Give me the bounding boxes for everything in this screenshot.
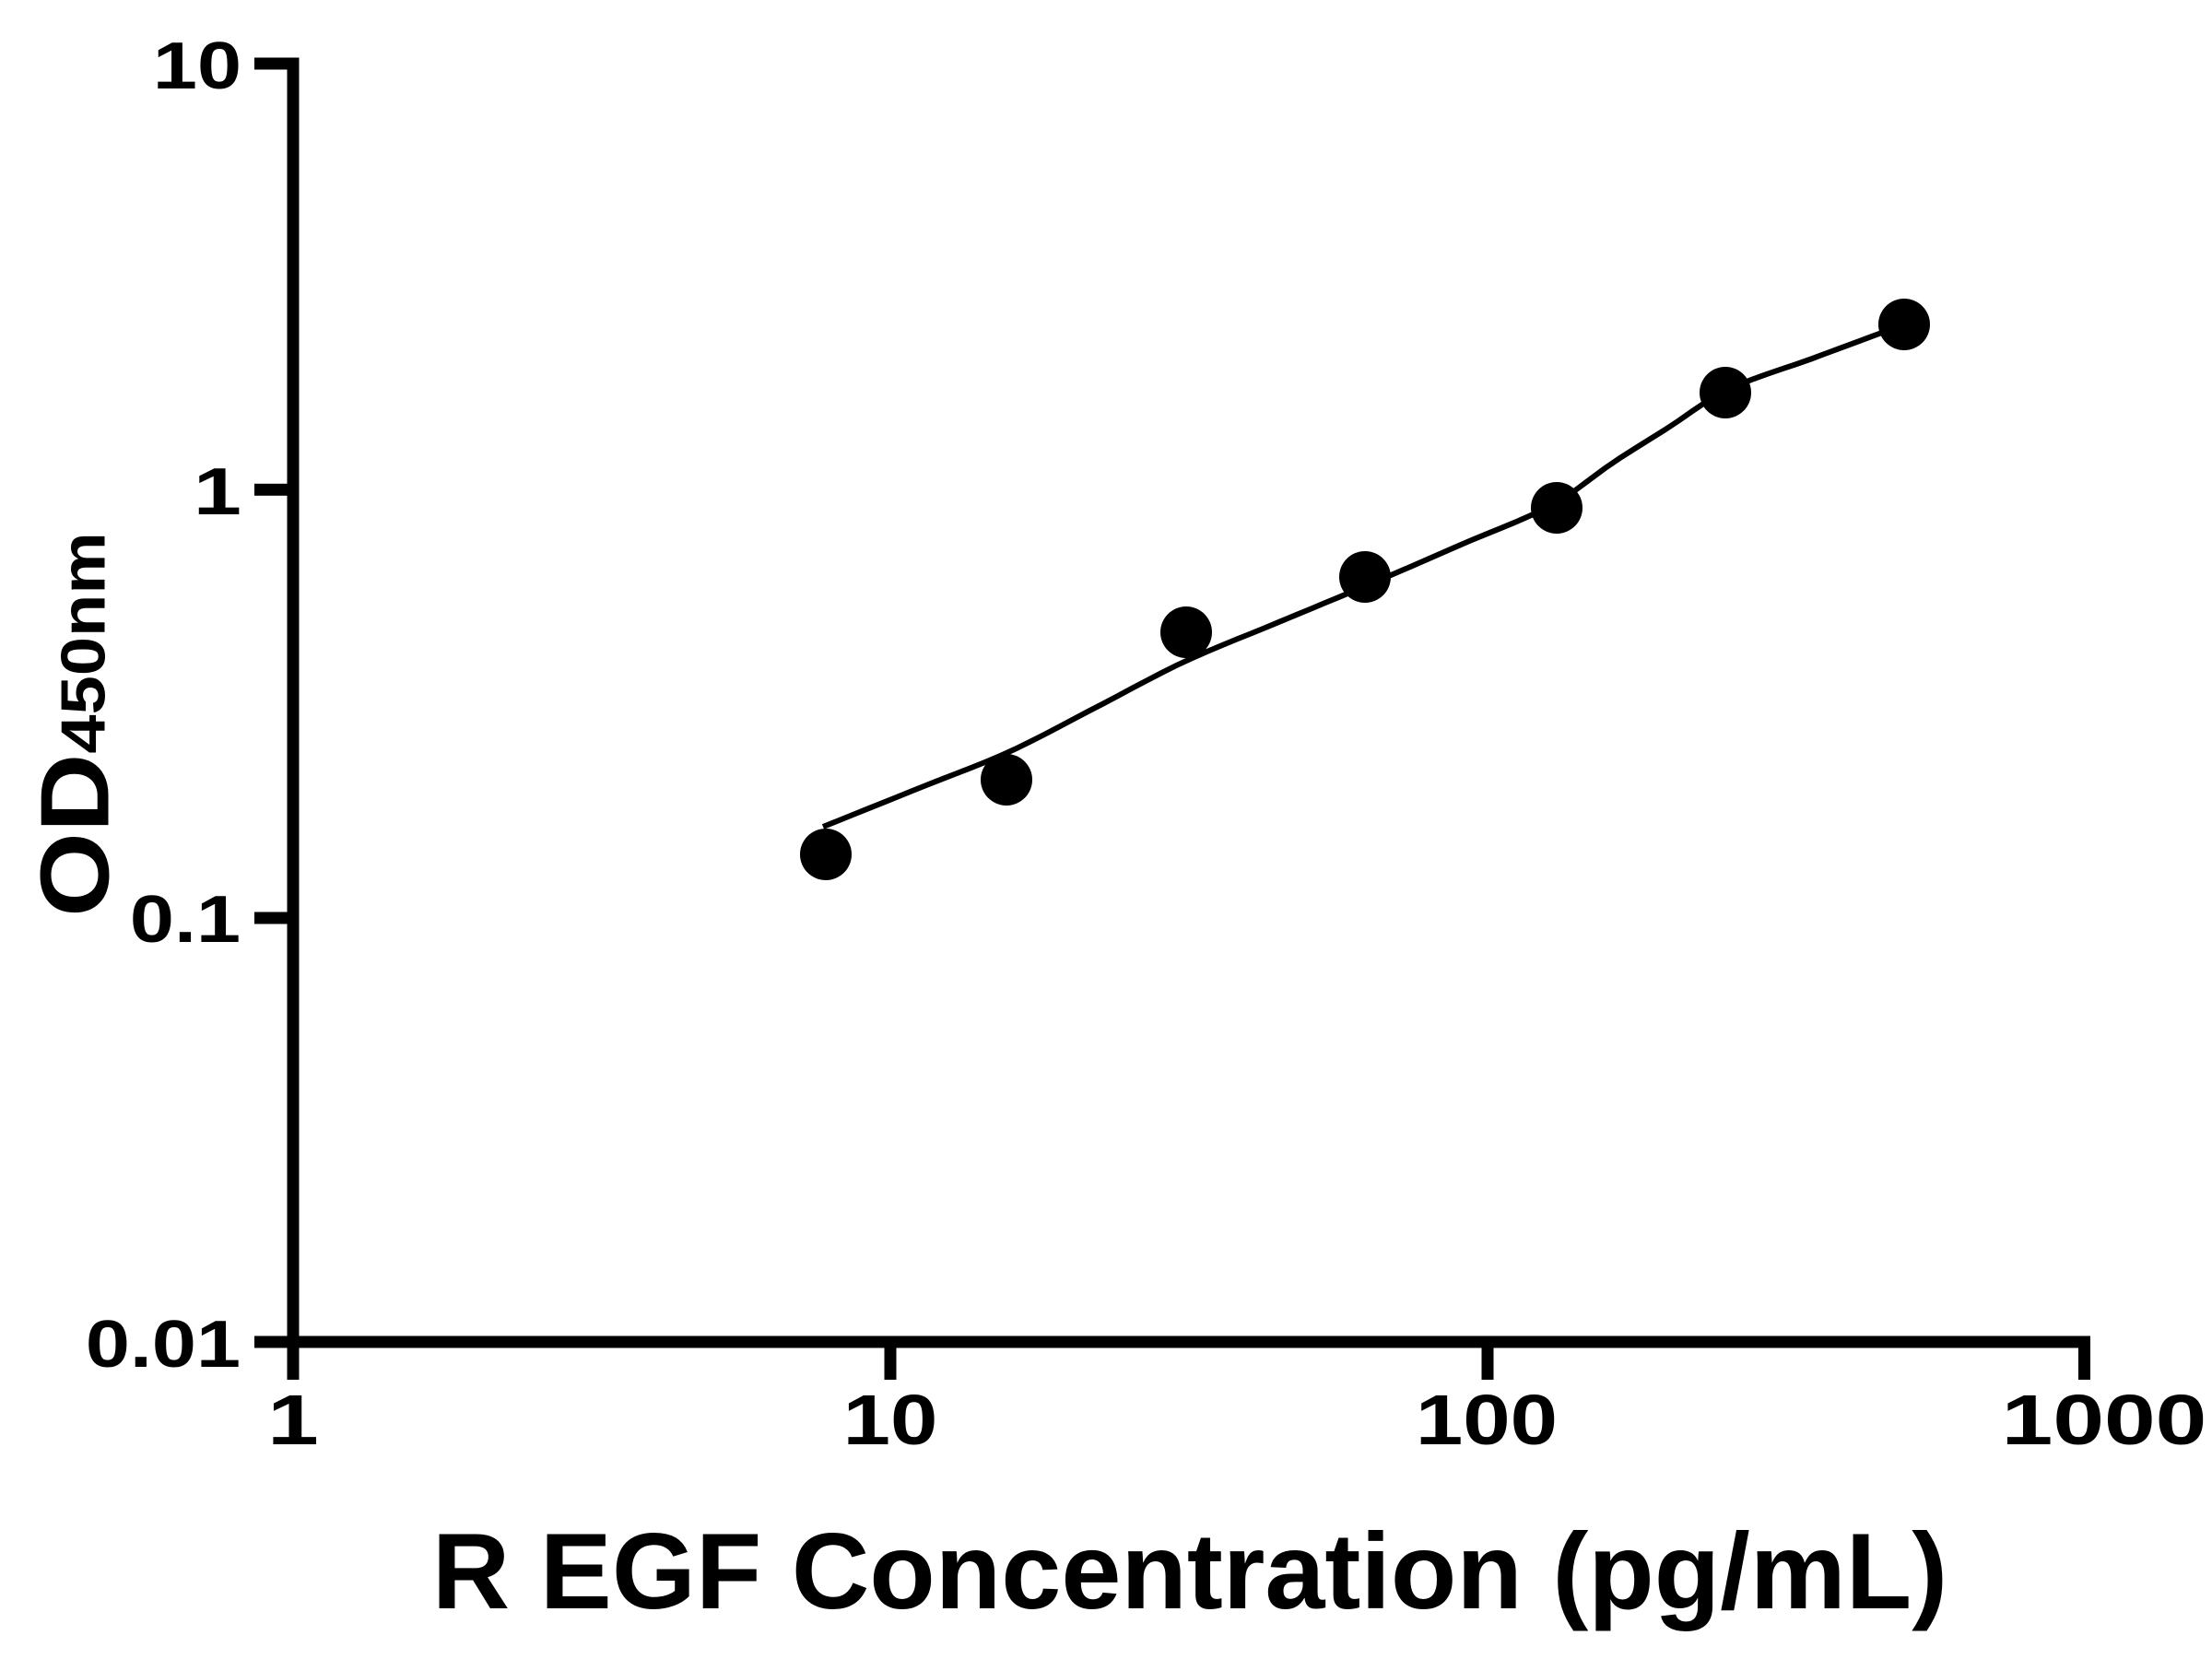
- svg-text:0.1: 0.1: [130, 882, 241, 957]
- svg-text:1: 1: [267, 1380, 319, 1459]
- svg-text:10: 10: [843, 1381, 938, 1460]
- svg-text:0.01: 0.01: [86, 1307, 241, 1382]
- svg-text:1000: 1000: [2002, 1380, 2207, 1459]
- svg-text:100: 100: [1416, 1381, 1558, 1460]
- svg-text:10: 10: [153, 29, 241, 103]
- svg-text:R EGF Concentration (pg/mL): R EGF Concentration (pg/mL): [432, 1511, 1947, 1631]
- svg-text:1: 1: [194, 453, 241, 528]
